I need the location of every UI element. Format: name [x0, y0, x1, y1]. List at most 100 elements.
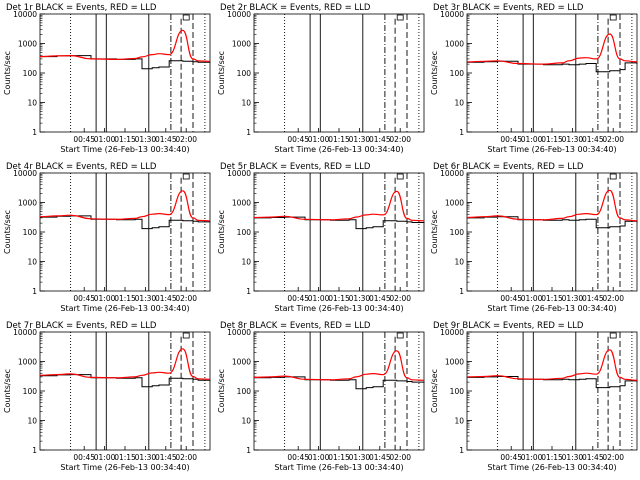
detector-panel-6: Det 6r BLACK = Events, RED = LLD 1 10 100 10…	[430, 162, 638, 313]
marker-box	[182, 173, 190, 180]
y-tick-label: 10000	[227, 10, 251, 19]
x-tick-label: 00:45	[287, 453, 309, 462]
x-tick-label: 02:00	[602, 135, 624, 144]
y-tick-label: 1	[32, 446, 37, 455]
y-tick-label: 10	[454, 99, 464, 108]
x-tick-label: 01:15	[114, 453, 136, 462]
x-tick-label: 01:30	[562, 453, 584, 462]
detector-panel-7: Det 7r BLACK = Events, RED = LLD 1 10 100 10…	[3, 321, 211, 472]
y-axis-label: Counts/sec	[217, 210, 226, 254]
y-tick-label: 100	[450, 228, 465, 237]
plot-frame	[466, 331, 638, 451]
y-axis-label: Counts/sec	[217, 51, 226, 95]
panel-title: Det 2r BLACK = Events, RED = LLD	[220, 3, 371, 13]
lld-series-line	[39, 190, 211, 222]
y-tick-label: 100	[23, 387, 38, 396]
plot-frame	[253, 331, 425, 451]
lld-series-line	[466, 189, 638, 222]
x-axis-label: Start Time (26-Feb-13 00:34:40)	[60, 463, 189, 472]
y-axis-label: Counts/sec	[3, 210, 12, 254]
x-tick-label: 01:15	[328, 294, 350, 303]
x-tick-label: 01:30	[135, 294, 157, 303]
x-tick-label: 01:30	[562, 135, 584, 144]
x-tick-label: 02:00	[389, 294, 411, 303]
y-tick-label: 10	[27, 417, 37, 426]
y-tick-label: 100	[237, 228, 252, 237]
x-axis-label: Start Time (26-Feb-13 00:34:40)	[60, 304, 189, 313]
x-tick-label: 01:00	[308, 453, 330, 462]
y-tick-label: 1	[246, 287, 251, 296]
lld-series-line	[39, 29, 211, 62]
panel-title: Det 3r BLACK = Events, RED = LLD	[433, 3, 584, 13]
x-tick-label: 01:00	[308, 294, 330, 303]
panel-title: Det 7r BLACK = Events, RED = LLD	[6, 321, 157, 331]
x-tick-label: 01:15	[541, 453, 563, 462]
y-tick-label: 100	[23, 228, 38, 237]
y-tick-label: 1	[459, 128, 464, 137]
x-tick-label: 02:00	[389, 453, 411, 462]
x-tick-label: 01:00	[521, 453, 543, 462]
y-axis-label: Counts/sec	[217, 369, 226, 413]
x-tick-label: 00:45	[73, 453, 95, 462]
x-tick-label: 01:45	[155, 453, 177, 462]
y-tick-label: 1000	[232, 40, 251, 49]
y-tick-label: 100	[23, 69, 38, 78]
events-series-line	[40, 55, 211, 70]
x-tick-label: 01:15	[114, 294, 136, 303]
x-tick-label: 01:30	[562, 294, 584, 303]
y-axis-label: Counts/sec	[430, 369, 439, 413]
x-tick-label: 02:00	[175, 135, 197, 144]
x-tick-label: 02:00	[602, 294, 624, 303]
x-tick-label: 01:45	[582, 294, 604, 303]
y-tick-label: 100	[237, 69, 252, 78]
x-tick-label: 01:00	[94, 135, 116, 144]
plot-frame	[39, 172, 211, 292]
x-tick-label: 01:45	[155, 135, 177, 144]
y-tick-label: 1	[246, 128, 251, 137]
x-axis-label: Start Time (26-Feb-13 00:34:40)	[487, 463, 616, 472]
y-tick-label: 10	[454, 258, 464, 267]
y-tick-label: 1	[459, 287, 464, 296]
y-tick-label: 1000	[445, 40, 464, 49]
y-tick-label: 10000	[440, 10, 464, 19]
x-tick-label: 00:45	[500, 453, 522, 462]
y-tick-label: 1	[246, 446, 251, 455]
x-tick-label: 02:00	[389, 135, 411, 144]
x-tick-label: 01:30	[135, 135, 157, 144]
events-series-line	[40, 215, 211, 230]
x-tick-label: 01:30	[349, 294, 371, 303]
panel-title: Det 9r BLACK = Events, RED = LLD	[433, 321, 584, 331]
x-tick-label: 01:45	[369, 453, 391, 462]
x-tick-label: 01:15	[328, 135, 350, 144]
y-tick-label: 1	[32, 128, 37, 137]
x-tick-label: 01:30	[135, 453, 157, 462]
events-series-line	[467, 376, 638, 389]
y-tick-label: 1000	[232, 358, 251, 367]
y-tick-label: 1000	[18, 40, 37, 49]
x-axis-label: Start Time (26-Feb-13 00:34:40)	[60, 145, 189, 154]
x-tick-label: 01:30	[349, 453, 371, 462]
y-tick-label: 10	[454, 417, 464, 426]
x-axis-label: Start Time (26-Feb-13 00:34:40)	[274, 304, 403, 313]
plot-frame	[253, 13, 425, 133]
y-axis-label: Counts/sec	[430, 51, 439, 95]
y-tick-label: 100	[450, 69, 465, 78]
y-tick-label: 10000	[13, 328, 37, 337]
y-axis-label: Counts/sec	[430, 210, 439, 254]
x-tick-label: 00:45	[500, 294, 522, 303]
detector-panel-4: Det 4r BLACK = Events, RED = LLD 1 10 100 10…	[3, 162, 211, 313]
plot-frame	[466, 13, 638, 133]
panel-title: Det 1r BLACK = Events, RED = LLD	[6, 3, 157, 13]
x-tick-label: 00:45	[500, 135, 522, 144]
marker-box	[182, 332, 190, 339]
lld-series-line	[466, 33, 638, 65]
y-tick-label: 1000	[18, 358, 37, 367]
events-series-line	[467, 216, 638, 229]
events-series-line	[40, 374, 211, 388]
x-tick-label: 01:45	[582, 135, 604, 144]
events-series-line	[254, 376, 425, 390]
x-tick-label: 01:15	[541, 294, 563, 303]
marker-box	[182, 14, 190, 21]
marker-box	[609, 332, 617, 339]
